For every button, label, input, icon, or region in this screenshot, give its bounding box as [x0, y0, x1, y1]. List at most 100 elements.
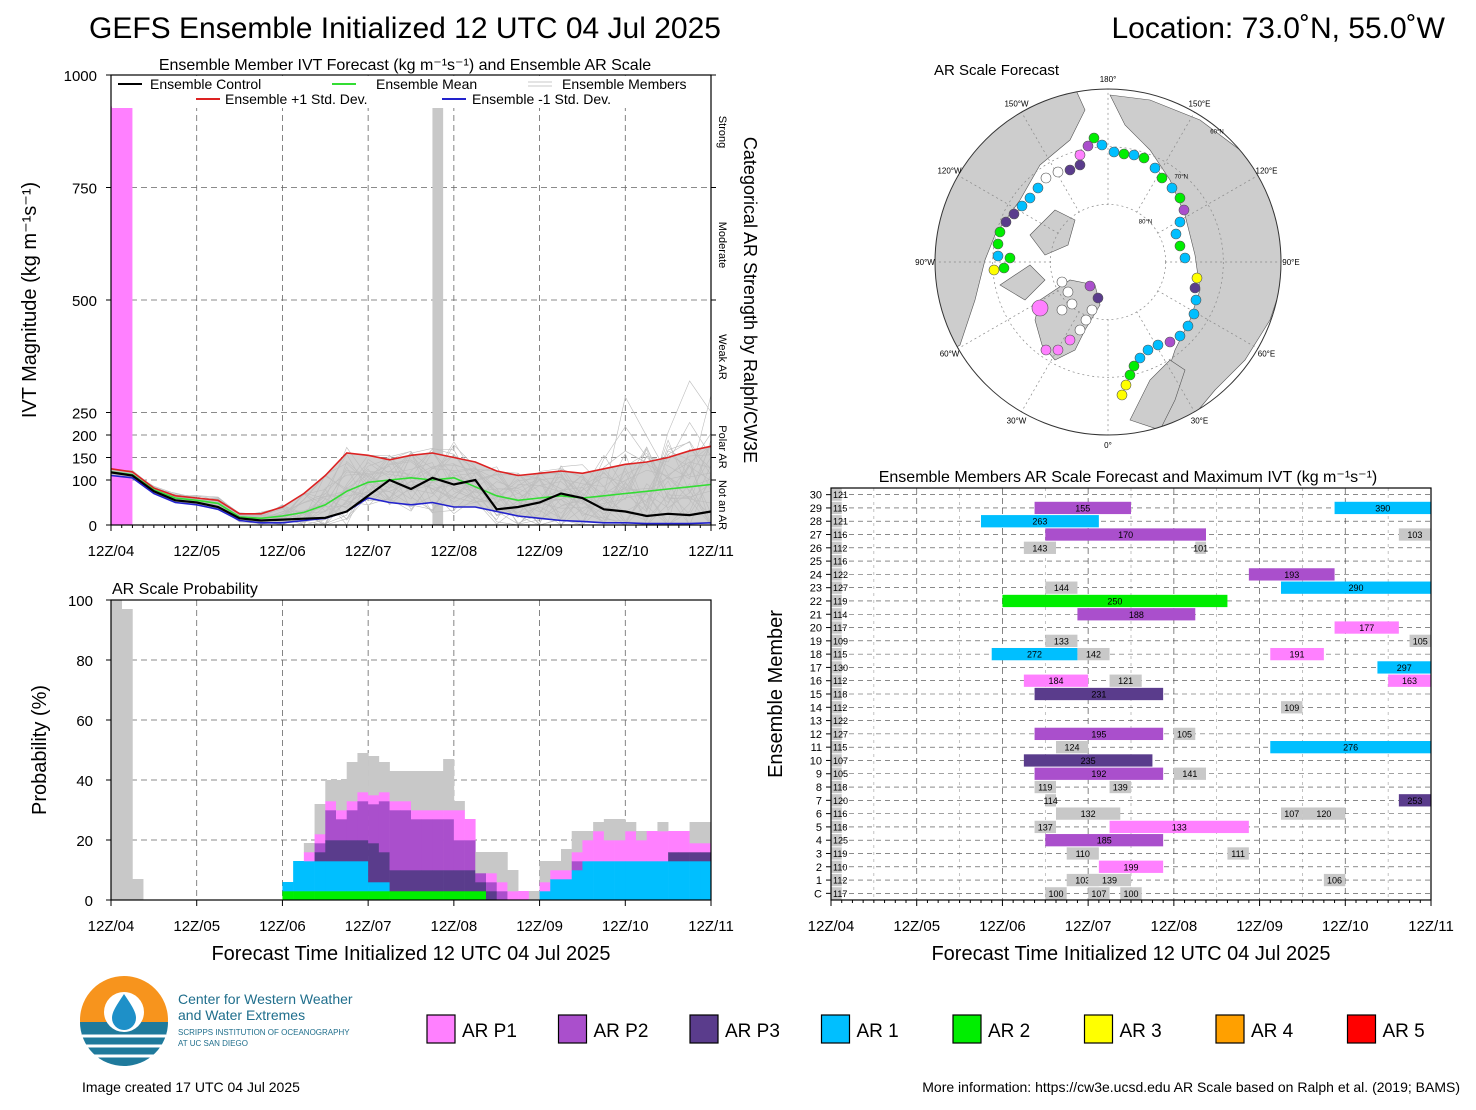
prob-bar-segment: [475, 882, 487, 892]
prob-bar-segment: [411, 891, 423, 901]
member-event-bar: [1034, 727, 1164, 741]
prob-bar-segment: [378, 801, 390, 853]
ivt-category-bars: [111, 106, 444, 525]
prob-bar-segment: [303, 852, 315, 862]
ivt-x-tick-label: 12Z/05: [173, 543, 220, 560]
prob-bar-segment: [389, 870, 401, 892]
member-row-label: 21: [810, 609, 822, 621]
members-x-tick-label: 12Z/07: [1065, 918, 1112, 935]
prob-bar-segment: [346, 840, 358, 862]
member-init-value: 118: [833, 783, 847, 793]
member-init-value: 117: [833, 889, 847, 899]
prob-bar-segment: [400, 870, 412, 892]
map-ar-dot: [1088, 132, 1100, 144]
prob-bar-segment: [539, 891, 551, 901]
members-row-labels: C123456789101112131415161718192021222324…: [810, 490, 831, 900]
prob-bar-segment: [582, 861, 594, 901]
member-row-label: 23: [810, 583, 822, 595]
map-meridian: [958, 290, 1059, 349]
prob-bar-segment: [411, 819, 423, 871]
ivt-grid: [111, 75, 711, 525]
member-init-value: 118: [833, 690, 847, 700]
member-event-bar: [1034, 820, 1056, 834]
prob-bar-segment: [668, 861, 680, 901]
map-ar-dot: [1116, 389, 1128, 401]
map-ar-dot: [1008, 208, 1020, 220]
members-x-tick-label: 12Z/11: [1408, 918, 1454, 935]
member-event-label: 170: [1118, 530, 1133, 540]
prob-bar-segment: [132, 879, 144, 901]
member-event-label: 100: [1048, 889, 1063, 899]
members-events: 117 112 110 119 125 118 116 120 118 105 107 115 127 1…: [831, 488, 1431, 900]
member-row-label: 1: [816, 875, 822, 887]
prob-bar-segment: [368, 882, 380, 892]
map-ar-dot: [1074, 159, 1086, 171]
member-event-bar: [1270, 741, 1431, 754]
prob-bar-segment: [475, 873, 487, 883]
prob-bar-segment: [346, 801, 358, 811]
map-ar-dot: [1152, 339, 1164, 351]
prob-bar-segment: [539, 882, 551, 892]
prob-bar-segment: [389, 801, 401, 811]
prob-bar-segment: [346, 762, 358, 802]
ivt-x-tick-label: 12Z/11: [688, 543, 734, 560]
member-event-label: 120: [1316, 809, 1331, 819]
prob-bar-segment: [496, 852, 508, 883]
members-x-tick-label: 12Z/10: [1322, 918, 1369, 935]
prob-y-tick-label: 0: [85, 893, 93, 910]
prob-bar-segment: [625, 861, 637, 901]
map-ar-dot: [1040, 172, 1052, 184]
member-event-label: 100: [1123, 889, 1138, 899]
map-ar-dot: [1056, 304, 1068, 316]
member-row-label: 22: [810, 596, 822, 608]
member-event-label: 121: [1118, 676, 1133, 686]
member-init-value: 116: [833, 530, 847, 540]
prob-bar-segment: [678, 852, 690, 862]
member-event-label: 107: [1284, 809, 1299, 819]
member-init-cell: [831, 807, 842, 820]
prob-bar-segment: [325, 801, 337, 811]
map-ar-dot: [1182, 320, 1194, 332]
ivt-y-tick-label: 200: [72, 428, 97, 445]
legend-label: AR P3: [725, 1021, 780, 1042]
prob-bar-segment: [700, 861, 712, 901]
ivt-y-tick-label: 100: [72, 473, 97, 490]
member-init-cell: [831, 661, 842, 674]
member-event-bar: [1248, 568, 1335, 581]
member-event-bar: [1002, 594, 1228, 608]
prob-x-tick-label: 12Z/04: [88, 918, 135, 935]
ivt-y-tick-label: 150: [72, 451, 97, 468]
member-event-bar: [1398, 794, 1431, 807]
map-ar-dot: [1142, 344, 1154, 356]
map-ar-dot: [1096, 139, 1108, 151]
prob-bar-segment: [378, 882, 390, 892]
member-event-label: 141: [1182, 769, 1197, 779]
member-init-cell: [831, 647, 842, 661]
legend-label: AR P1: [462, 1021, 517, 1042]
member-row-label: 4: [816, 835, 822, 847]
map-ar-dot: [1149, 162, 1161, 174]
map-ar-dot: [1074, 149, 1086, 161]
map-lon-labels: 180° 150°E 120°E 90°E 60°E 30°E 0° 30°W 60°W 90°W…: [915, 75, 1300, 450]
member-event-label: 109: [1284, 703, 1299, 713]
prob-bar-segment: [400, 801, 412, 811]
member-row-label: 19: [810, 636, 822, 648]
member-init-value: 122: [833, 716, 848, 726]
member-event-bar: [1195, 541, 1206, 554]
member-event-bar: [1034, 687, 1164, 701]
map-lat-label: 60°N: [1210, 129, 1223, 135]
ivt-x-tick-label: 12Z/09: [516, 543, 563, 560]
map-ar-dot: [992, 238, 1004, 250]
member-init-value: 114: [833, 610, 847, 620]
member-row-label: 18: [810, 649, 822, 661]
prob-y-tick-label: 80: [76, 653, 93, 670]
member-event-bar: [1098, 860, 1164, 873]
member-init-cell: [831, 727, 842, 741]
member-init-value: 107: [833, 756, 848, 766]
prob-bar-segment: [400, 771, 412, 802]
member-event-label: 144: [1054, 583, 1069, 593]
prob-bar-segment: [571, 870, 583, 901]
member-event-bar: [1173, 727, 1196, 741]
prob-bar-segment: [646, 831, 658, 862]
prob-bar-segment: [411, 810, 423, 820]
